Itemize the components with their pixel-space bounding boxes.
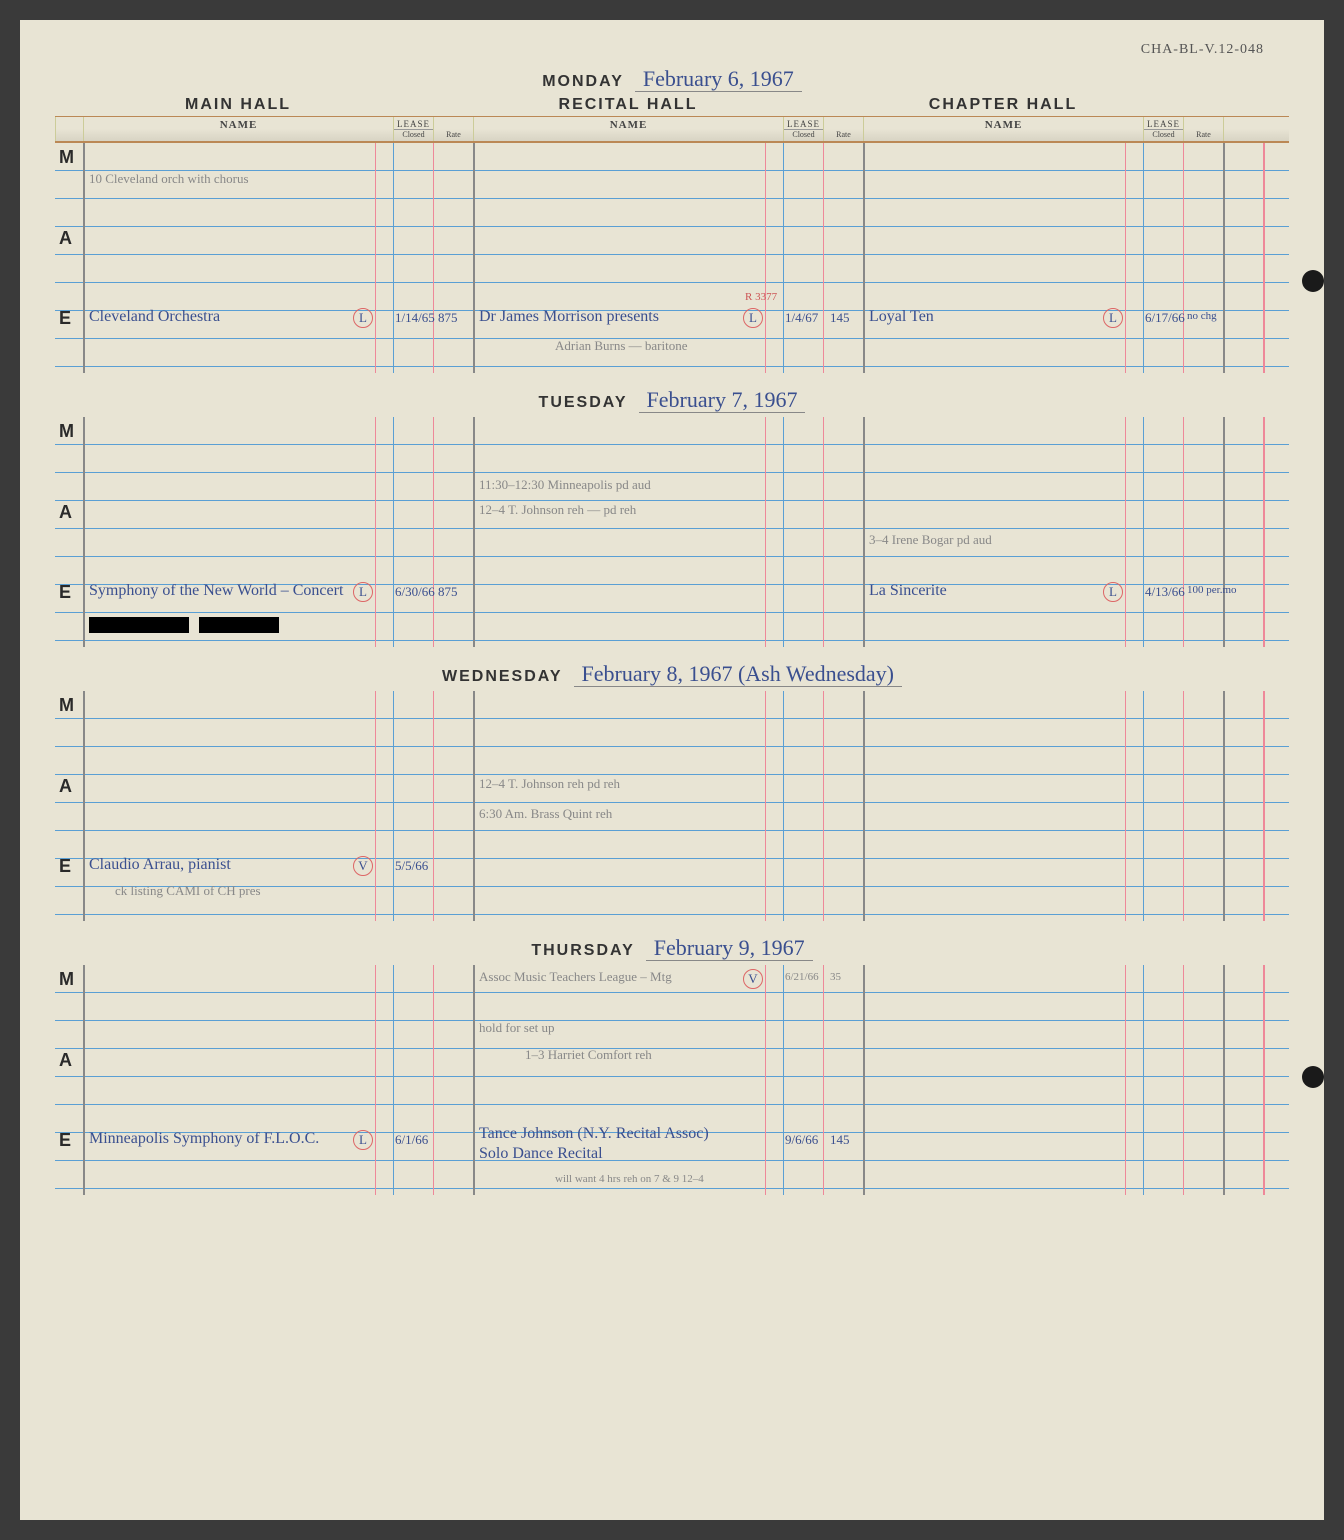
recital-e-sub: Adrian Burns — baritone bbox=[555, 338, 688, 354]
main-m-note: 10 Cleveland orch with chorus bbox=[89, 171, 249, 187]
day-block-tuesday: TUESDAY February 7, 1967 M A E 11:30–12:… bbox=[55, 381, 1289, 647]
day-date: February 6, 1967 bbox=[635, 66, 802, 92]
ledger-grid: M A E 10 Cleveland orch with chorus Clev… bbox=[55, 143, 1289, 373]
day-label: THURSDAY bbox=[531, 942, 634, 959]
redacted-block bbox=[199, 617, 279, 633]
redacted-block bbox=[89, 617, 189, 633]
day-block-monday: MONDAY February 6, 1967 MAIN HALL RECITA… bbox=[55, 60, 1289, 373]
day-date: February 7, 1967 bbox=[639, 387, 806, 413]
recital-a2: 6:30 Am. Brass Quint reh bbox=[479, 806, 612, 822]
ledger-grid: M A E 11:30–12:30 Minneapolis pd aud 12–… bbox=[55, 417, 1289, 647]
main-hall-header: MAIN HALL bbox=[83, 96, 393, 114]
recital-m-rate: 35 bbox=[830, 971, 841, 983]
recital-a2: 1–3 Harriet Comfort reh bbox=[525, 1047, 652, 1063]
recital-e-entry: Dr James Morrison presents bbox=[479, 308, 659, 326]
recital-e-closed: 1/4/67 bbox=[785, 310, 818, 326]
chapter-e-closed: 4/13/66 bbox=[1145, 584, 1185, 600]
recital-m-closed: 6/21/66 bbox=[785, 971, 819, 983]
main-e-note: ck listing CAMI of CH pres bbox=[115, 883, 261, 899]
chapter-a: 3–4 Irene Bogar pd aud bbox=[869, 532, 992, 548]
recital-hall-header: RECITAL HALL bbox=[473, 96, 783, 114]
chapter-hall-header: CHAPTER HALL bbox=[863, 96, 1143, 114]
day-label: TUESDAY bbox=[539, 394, 628, 411]
day-header: TUESDAY February 7, 1967 bbox=[55, 381, 1289, 417]
chapter-e-rate: 100 per.mo bbox=[1187, 584, 1237, 596]
main-e-closed: 1/14/65 bbox=[395, 310, 435, 326]
recital-e-rate: 145 bbox=[830, 310, 850, 326]
recital-a1: 11:30–12:30 Minneapolis pd aud bbox=[479, 477, 651, 493]
main-e-closed: 6/1/66 bbox=[395, 1132, 428, 1148]
recital-a1: hold for set up bbox=[479, 1020, 554, 1036]
lease-mark-icon: L bbox=[1103, 308, 1123, 328]
chapter-e-entry: Loyal Ten bbox=[869, 308, 934, 326]
lease-mark-icon: V bbox=[353, 856, 373, 876]
chapter-e-entry: La Sincerite bbox=[869, 582, 947, 600]
lease-mark-icon: L bbox=[353, 1130, 373, 1150]
recital-m: Assoc Music Teachers League – Mtg bbox=[479, 969, 672, 985]
day-block-wednesday: WEDNESDAY February 8, 1967 (Ash Wednesda… bbox=[55, 655, 1289, 921]
recital-e-sub: Solo Dance Recital bbox=[479, 1145, 603, 1163]
day-block-thursday: THURSDAY February 9, 1967 M A E Assoc Mu… bbox=[55, 929, 1289, 1195]
main-e-rate: 875 bbox=[438, 310, 458, 326]
recital-e-rate: 145 bbox=[830, 1132, 850, 1148]
recital-e-ref: R 3377 bbox=[745, 291, 777, 303]
punch-hole-icon bbox=[1302, 1066, 1324, 1088]
chapter-e-closed: 6/17/66 bbox=[1145, 310, 1185, 326]
main-e-closed: 6/30/66 bbox=[395, 584, 435, 600]
ledger-grid: M A E 12–4 T. Johnson reh pd reh 6:30 Am… bbox=[55, 691, 1289, 921]
main-e-closed: 5/5/66 bbox=[395, 858, 428, 874]
recital-a2: 12–4 T. Johnson reh — pd reh bbox=[479, 502, 636, 518]
day-label: MONDAY bbox=[542, 73, 624, 90]
main-e-rate: 875 bbox=[438, 584, 458, 600]
lease-mark-icon: L bbox=[353, 308, 373, 328]
lease-mark-icon: L bbox=[743, 308, 763, 328]
recital-note: will want 4 hrs reh on 7 & 9 12–4 bbox=[555, 1173, 704, 1185]
day-header: THURSDAY February 9, 1967 bbox=[55, 929, 1289, 965]
day-label: WEDNESDAY bbox=[442, 668, 563, 685]
main-e-entry: Claudio Arrau, pianist bbox=[89, 856, 231, 874]
day-header: WEDNESDAY February 8, 1967 (Ash Wednesda… bbox=[55, 655, 1289, 691]
recital-a1: 12–4 T. Johnson reh pd reh bbox=[479, 776, 620, 792]
main-e-entry: Symphony of the New World – Concert bbox=[89, 582, 343, 600]
recital-e-closed: 9/6/66 bbox=[785, 1132, 818, 1148]
ledger-page: CHA-BL-V.12-048 MONDAY February 6, 1967 … bbox=[20, 20, 1324, 1520]
lease-mark-icon: L bbox=[353, 582, 373, 602]
recital-e-entry: Tance Johnson (N.Y. Recital Assoc) bbox=[479, 1125, 709, 1143]
reference-code: CHA-BL-V.12-048 bbox=[1141, 42, 1264, 58]
hall-headers: MAIN HALL RECITAL HALL CHAPTER HALL bbox=[55, 96, 1289, 116]
ledger-grid: M A E Assoc Music Teachers League – Mtg … bbox=[55, 965, 1289, 1195]
column-subheaders: NAME LEASEClosed .Rate NAME LEASEClosed … bbox=[55, 116, 1289, 143]
day-date: February 8, 1967 (Ash Wednesday) bbox=[574, 661, 902, 687]
chapter-e-rate: no chg bbox=[1187, 310, 1217, 322]
main-e-entry: Minneapolis Symphony of F.L.O.C. bbox=[89, 1130, 319, 1148]
punch-hole-icon bbox=[1302, 270, 1324, 292]
lease-mark-icon: L bbox=[1103, 582, 1123, 602]
lease-mark-icon: V bbox=[743, 969, 763, 989]
main-e-entry: Cleveland Orchestra bbox=[89, 308, 220, 326]
day-header: MONDAY February 6, 1967 bbox=[55, 60, 1289, 96]
day-date: February 9, 1967 bbox=[646, 935, 813, 961]
